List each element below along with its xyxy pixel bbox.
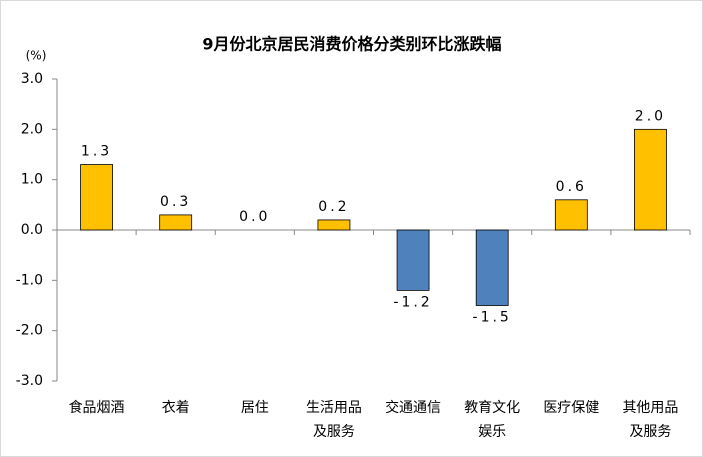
y-unit: (%): [26, 49, 47, 63]
chart-title: 9月份北京居民消费价格分类别环比涨跌幅: [202, 35, 501, 54]
bar: [634, 128, 667, 231]
bar: [317, 219, 351, 231]
value-label: 0.0: [239, 209, 270, 225]
x-tick-label: 居住: [241, 400, 269, 416]
x-tick-label: 衣着: [162, 400, 190, 416]
value-label: -1.5: [473, 310, 512, 326]
x-tick-label: 其他用品及服务: [622, 400, 678, 440]
x-tick-label: 医疗保健: [543, 400, 599, 416]
x-tick-label: 食品烟酒: [69, 399, 125, 416]
value-label: 2.0: [635, 108, 666, 124]
x-tick-label: 生活用品及服务: [306, 400, 362, 440]
value-label: 0.2: [318, 199, 349, 215]
y-tick-label: -2.0: [16, 323, 43, 339]
value-label: 1.3: [81, 144, 112, 160]
bar: [396, 229, 430, 291]
x-tick-label: 教育文化娱乐: [464, 400, 520, 440]
bar: [159, 214, 193, 231]
y-tick-label: -3.0: [16, 373, 43, 389]
value-label: 0.6: [556, 179, 587, 195]
y-tick-label: 1.0: [21, 172, 43, 188]
value-label: -1.2: [393, 294, 432, 310]
bar: [475, 229, 509, 306]
y-tick-label: 0.0: [21, 222, 43, 238]
y-tick-label: 2.0: [21, 121, 43, 137]
bar: [554, 199, 588, 231]
y-tick-label: -1.0: [16, 272, 43, 288]
y-tick-label: 3.0: [21, 71, 43, 87]
bar: [80, 164, 113, 231]
value-label: 0.3: [160, 194, 191, 210]
x-tick-label: 交通通信: [385, 399, 441, 416]
